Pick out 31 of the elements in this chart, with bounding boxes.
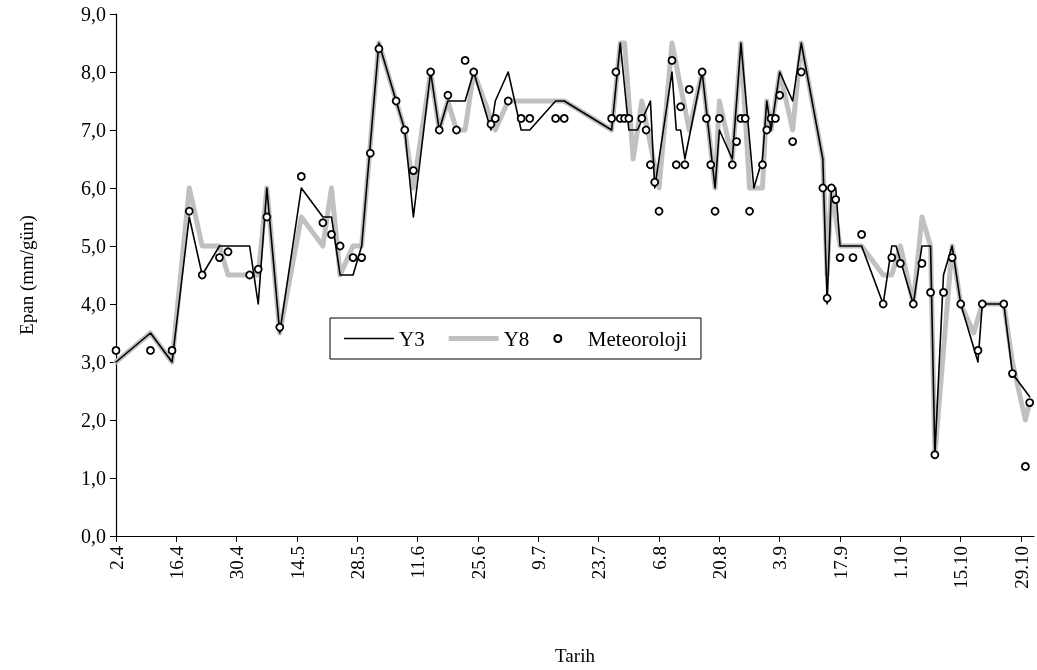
y-tick-label: 1,0 [81,467,106,489]
y-tick-label: 7,0 [81,119,106,141]
y-axis-title: Epan (mm/gün) [16,215,38,335]
legend-label: Meteoroloji [587,326,688,351]
x-tick-label: 30.4 [226,545,248,580]
y-tick-label: 6,0 [81,177,106,199]
y-tick-label: 8,0 [81,61,106,83]
x-tick-label: 1.10 [889,546,911,580]
legend-label: Y8 [503,326,530,351]
y-tick-label: 2,0 [81,409,106,431]
legend-label: Y3 [399,326,425,351]
x-tick-label: 11.6 [407,546,429,579]
x-tick-label: 28.5 [346,546,368,580]
x-tick-label: 14.5 [286,546,308,580]
y-tick-label: 0,0 [81,525,106,547]
x-axis-title: Tarih [555,645,596,666]
y-tick-label: 4,0 [81,293,106,315]
x-tick-label: 3.9 [769,546,791,570]
x-tick-label: 16.4 [165,545,187,580]
x-tick-label: 6.8 [648,546,670,570]
x-tick-label: 15.10 [950,546,972,589]
x-tick-label: 2.4 [105,545,127,570]
x-tick-label: 29.10 [1010,546,1032,589]
y-tick-label: 3,0 [81,351,106,373]
x-tick-label: 17.9 [829,546,851,580]
x-tick-label: 20.8 [708,546,730,580]
x-tick-label: 23.7 [588,546,610,580]
y-tick-label: 5,0 [81,235,106,257]
x-tick-label: 25.6 [467,546,489,580]
y-tick-label: 9,0 [81,3,106,25]
x-tick-label: 9.7 [527,546,549,570]
